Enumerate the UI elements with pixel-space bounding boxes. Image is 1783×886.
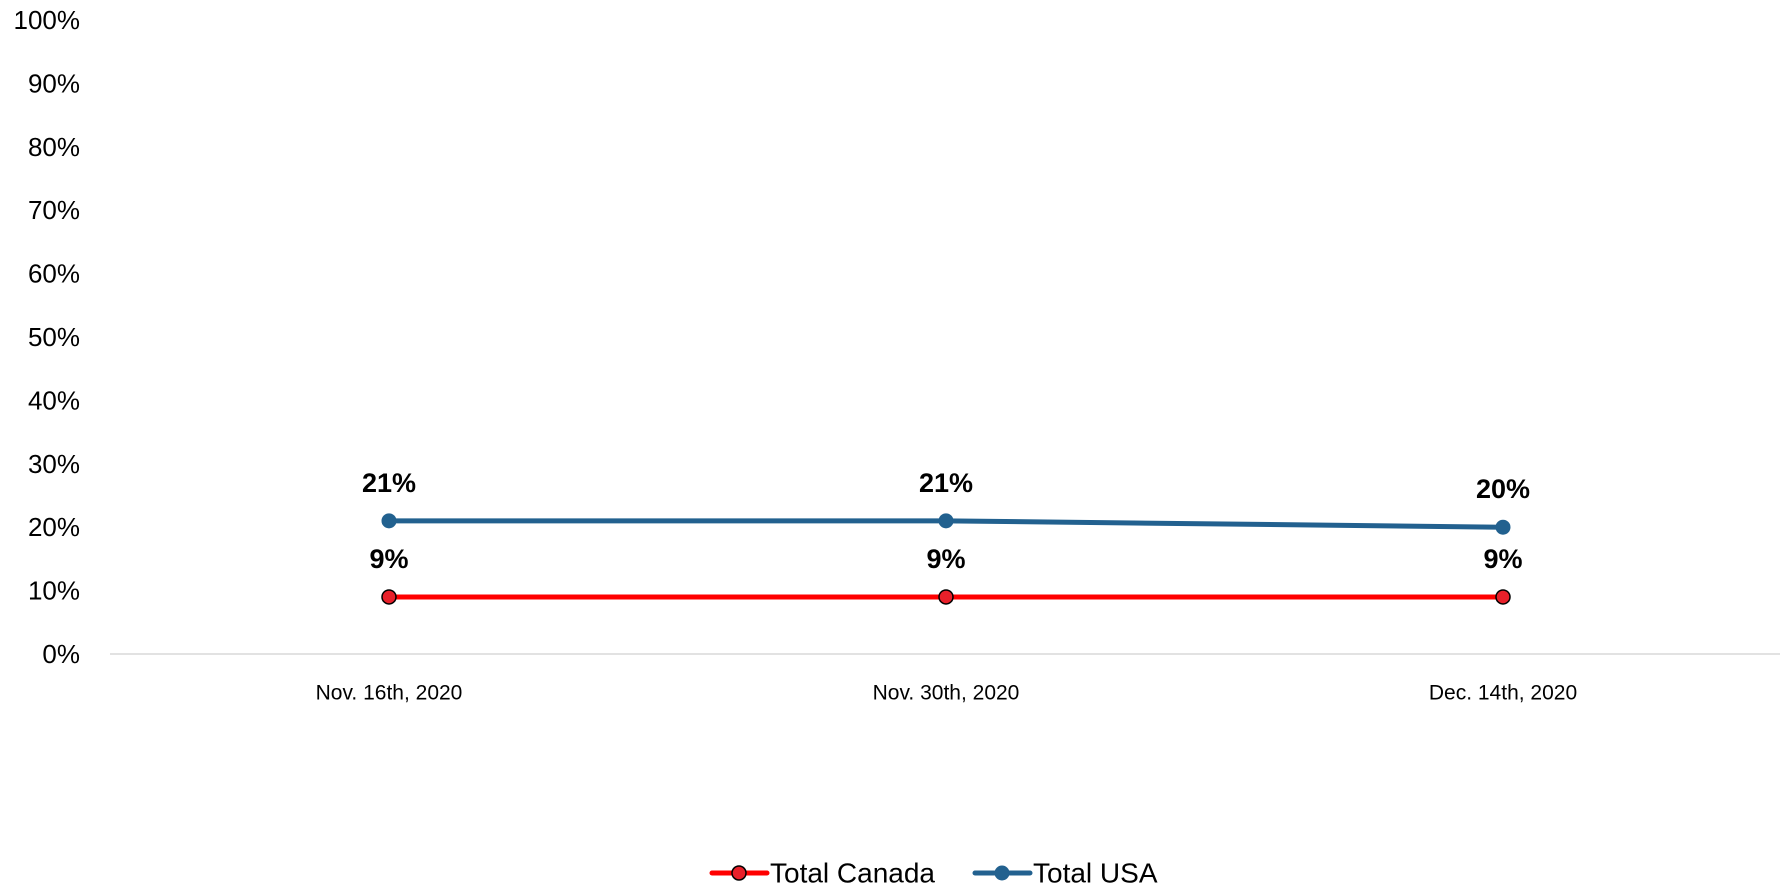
- data-point-total-usa: [938, 513, 954, 529]
- x-tick-label: Nov. 30th, 2020: [873, 682, 1020, 705]
- y-tick-label: 90%: [28, 68, 80, 98]
- data-label-total-canada: 9%: [369, 544, 408, 574]
- data-point-total-canada: [381, 589, 397, 605]
- y-tick-label: 50%: [28, 322, 80, 352]
- y-tick-label: 60%: [28, 259, 80, 289]
- data-label-total-usa: 20%: [1476, 474, 1530, 504]
- legend-swatch-marker: [731, 865, 747, 881]
- y-tick-label: 30%: [28, 449, 80, 479]
- y-axis-labels: 0% 10% 20% 30% 40% 50% 60% 70% 80% 90% 100%: [14, 5, 81, 669]
- data-label-total-canada: 9%: [926, 544, 965, 574]
- data-labels: 9% 9% 9% 21% 21% 20%: [362, 468, 1530, 574]
- x-tick-label: Dec. 14th, 2020: [1429, 682, 1577, 705]
- data-point-total-canada: [1495, 589, 1511, 605]
- y-tick-label: 0%: [42, 639, 80, 669]
- x-axis-labels: Nov. 16th, 2020 Nov. 30th, 2020 Dec. 14th,…: [316, 682, 1578, 705]
- legend-label: Total USA: [1033, 858, 1158, 886]
- data-point-total-canada: [938, 589, 954, 605]
- y-tick-label: 40%: [28, 385, 80, 415]
- legend-label: Total Canada: [770, 858, 935, 886]
- y-tick-label: 10%: [28, 576, 80, 606]
- y-tick-label: 20%: [28, 512, 80, 542]
- data-label-total-canada: 9%: [1483, 544, 1522, 574]
- data-point-total-usa: [1495, 519, 1511, 535]
- series-markers: [381, 513, 1511, 605]
- y-tick-label: 80%: [28, 132, 80, 162]
- legend-swatch-marker: [994, 865, 1010, 881]
- y-tick-label: 70%: [28, 195, 80, 225]
- data-point-total-usa: [381, 513, 397, 529]
- legend: Total Canada Total USA: [709, 858, 1158, 886]
- legend-item-total-canada: Total Canada: [709, 858, 935, 886]
- data-label-total-usa: 21%: [362, 468, 416, 498]
- x-tick-label: Nov. 16th, 2020: [316, 682, 463, 705]
- legend-item-total-usa: Total USA: [972, 858, 1158, 886]
- data-label-total-usa: 21%: [919, 468, 973, 498]
- y-tick-label: 100%: [14, 5, 81, 35]
